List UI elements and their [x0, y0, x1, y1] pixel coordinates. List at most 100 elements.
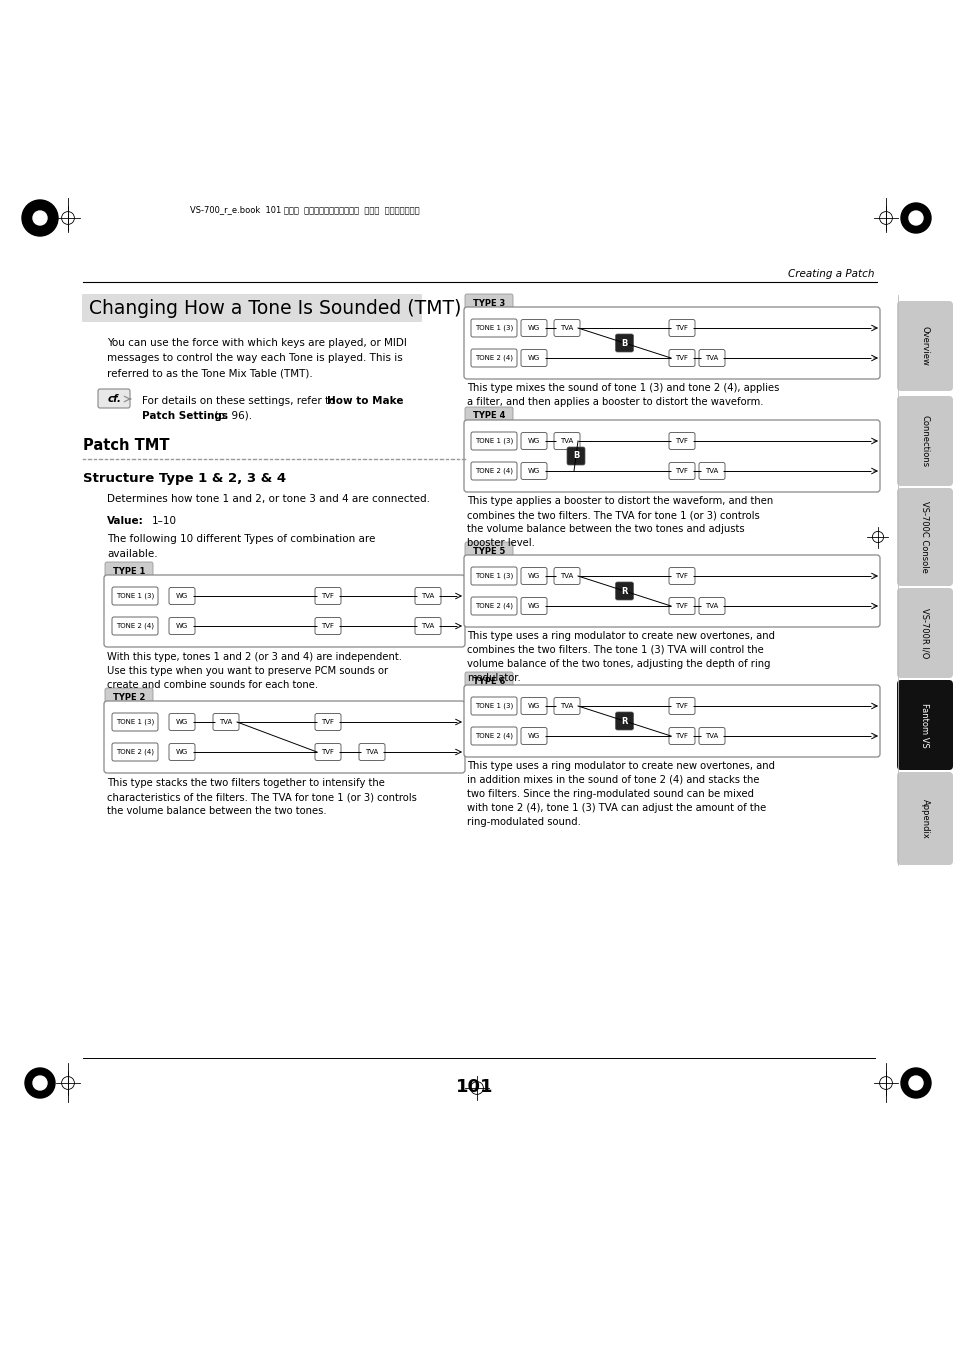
FancyBboxPatch shape: [169, 743, 194, 761]
Text: combines the two filters. The TVA for tone 1 (or 3) controls: combines the two filters. The TVA for to…: [467, 509, 759, 520]
FancyBboxPatch shape: [464, 407, 513, 426]
Text: TVF: TVF: [675, 355, 688, 361]
FancyBboxPatch shape: [98, 389, 130, 408]
Text: TVF: TVF: [675, 603, 688, 609]
Circle shape: [908, 1075, 923, 1090]
FancyBboxPatch shape: [668, 432, 695, 450]
Circle shape: [33, 1075, 47, 1090]
Text: WG: WG: [527, 703, 539, 709]
Text: This type applies a booster to distort the waveform, and then: This type applies a booster to distort t…: [467, 496, 773, 507]
Text: VS-700C Console: VS-700C Console: [920, 501, 928, 573]
FancyBboxPatch shape: [112, 713, 158, 731]
FancyBboxPatch shape: [699, 462, 724, 480]
FancyBboxPatch shape: [896, 396, 952, 486]
Text: TVF: TVF: [321, 719, 335, 725]
Text: TVA: TVA: [704, 603, 718, 609]
FancyBboxPatch shape: [314, 617, 340, 635]
Text: TVA: TVA: [559, 326, 573, 331]
Text: TONE 2 (4): TONE 2 (4): [475, 732, 513, 739]
FancyBboxPatch shape: [668, 697, 695, 715]
Text: For details on these settings, refer to: For details on these settings, refer to: [142, 396, 338, 407]
Text: Value:: Value:: [107, 516, 144, 526]
Text: TYPE 2: TYPE 2: [112, 693, 145, 701]
Text: TONE 2 (4): TONE 2 (4): [475, 355, 513, 361]
FancyBboxPatch shape: [896, 771, 952, 865]
Text: TVA: TVA: [421, 593, 435, 598]
Text: TVA: TVA: [421, 623, 435, 630]
FancyBboxPatch shape: [105, 562, 152, 580]
Text: the volume balance between the two tones.: the volume balance between the two tones…: [107, 807, 326, 816]
Text: TONE 2 (4): TONE 2 (4): [475, 603, 513, 609]
Text: with tone 2 (4), tone 1 (3) TVA can adjust the amount of the: with tone 2 (4), tone 1 (3) TVA can adju…: [467, 802, 765, 813]
Text: TONE 2 (4): TONE 2 (4): [475, 467, 513, 474]
Text: TONE 1 (3): TONE 1 (3): [475, 438, 513, 444]
FancyBboxPatch shape: [112, 586, 158, 605]
Text: Appendix: Appendix: [920, 798, 928, 839]
Text: WG: WG: [527, 603, 539, 609]
FancyBboxPatch shape: [668, 597, 695, 615]
Text: This type stacks the two filters together to intensify the: This type stacks the two filters togethe…: [107, 778, 384, 788]
FancyBboxPatch shape: [104, 701, 464, 773]
Text: This type uses a ring modulator to create new overtones, and: This type uses a ring modulator to creat…: [467, 631, 774, 640]
Text: How to Make: How to Make: [327, 396, 403, 407]
Text: 1–10: 1–10: [152, 516, 177, 526]
Text: Overview: Overview: [920, 326, 928, 366]
FancyBboxPatch shape: [82, 295, 421, 322]
Text: VS-700R I/O: VS-700R I/O: [920, 608, 928, 658]
FancyBboxPatch shape: [668, 319, 695, 336]
Text: the volume balance between the two tones and adjusts: the volume balance between the two tones…: [467, 524, 744, 534]
Text: referred to as the Tone Mix Table (TMT).: referred to as the Tone Mix Table (TMT).: [107, 367, 313, 378]
Text: Patch Settings: Patch Settings: [142, 411, 228, 422]
FancyBboxPatch shape: [699, 597, 724, 615]
Text: TVA: TVA: [559, 703, 573, 709]
Text: This type uses a ring modulator to create new overtones, and: This type uses a ring modulator to creat…: [467, 761, 774, 771]
Text: create and combine sounds for each tone.: create and combine sounds for each tone.: [107, 680, 317, 690]
FancyBboxPatch shape: [464, 542, 513, 561]
Text: TYPE 1: TYPE 1: [112, 566, 145, 576]
FancyBboxPatch shape: [415, 617, 440, 635]
FancyBboxPatch shape: [520, 350, 546, 366]
FancyBboxPatch shape: [699, 727, 724, 744]
Circle shape: [25, 1069, 55, 1098]
Text: TVF: TVF: [321, 623, 335, 630]
Text: TONE 1 (3): TONE 1 (3): [475, 324, 513, 331]
Text: WG: WG: [527, 573, 539, 580]
FancyBboxPatch shape: [213, 713, 239, 731]
FancyBboxPatch shape: [668, 567, 695, 585]
Text: TVF: TVF: [321, 748, 335, 755]
Text: TYPE 5: TYPE 5: [473, 547, 505, 555]
FancyBboxPatch shape: [169, 617, 194, 635]
Text: TVA: TVA: [365, 748, 378, 755]
FancyBboxPatch shape: [471, 597, 517, 615]
FancyBboxPatch shape: [464, 295, 513, 312]
Text: Fantom VS: Fantom VS: [920, 703, 928, 747]
Text: messages to control the way each Tone is played. This is: messages to control the way each Tone is…: [107, 353, 402, 363]
Text: TYPE 3: TYPE 3: [473, 299, 504, 308]
Circle shape: [900, 203, 930, 232]
FancyBboxPatch shape: [463, 420, 879, 492]
FancyBboxPatch shape: [554, 697, 579, 715]
Text: booster level.: booster level.: [467, 538, 535, 549]
Text: TVF: TVF: [675, 438, 688, 444]
Circle shape: [22, 200, 58, 236]
FancyBboxPatch shape: [668, 462, 695, 480]
Text: TVA: TVA: [704, 355, 718, 361]
FancyBboxPatch shape: [520, 432, 546, 450]
FancyBboxPatch shape: [554, 567, 579, 585]
Text: TVA: TVA: [704, 734, 718, 739]
Text: TYPE 4: TYPE 4: [473, 412, 505, 420]
Text: WG: WG: [175, 748, 188, 755]
FancyBboxPatch shape: [471, 727, 517, 744]
Text: WG: WG: [527, 355, 539, 361]
FancyBboxPatch shape: [104, 576, 464, 647]
Text: B: B: [572, 451, 578, 461]
Text: TVA: TVA: [559, 573, 573, 580]
FancyBboxPatch shape: [896, 680, 952, 770]
Text: WG: WG: [527, 467, 539, 474]
Text: You can use the force with which keys are played, or MIDI: You can use the force with which keys ar…: [107, 338, 406, 349]
Text: TONE 2 (4): TONE 2 (4): [116, 748, 153, 755]
FancyBboxPatch shape: [358, 743, 385, 761]
Text: WG: WG: [527, 734, 539, 739]
FancyBboxPatch shape: [471, 432, 517, 450]
Text: Use this type when you want to preserve PCM sounds or: Use this type when you want to preserve …: [107, 666, 388, 676]
